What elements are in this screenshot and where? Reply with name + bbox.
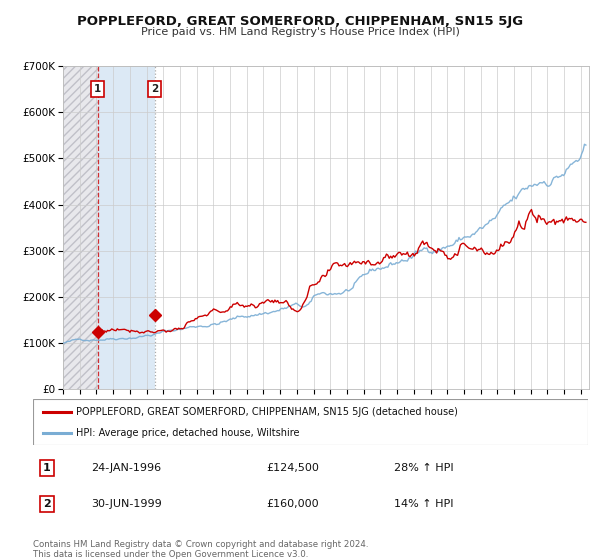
Text: POPPLEFORD, GREAT SOMERFORD, CHIPPENHAM, SN15 5JG: POPPLEFORD, GREAT SOMERFORD, CHIPPENHAM,… — [77, 15, 523, 28]
FancyBboxPatch shape — [33, 399, 588, 445]
Bar — [98, 66, 155, 389]
Text: 28% ↑ HPI: 28% ↑ HPI — [394, 463, 454, 473]
Text: 2: 2 — [43, 499, 51, 509]
Bar — [63, 66, 98, 389]
Text: 24-JAN-1996: 24-JAN-1996 — [91, 463, 161, 473]
Text: Contains HM Land Registry data © Crown copyright and database right 2024.
This d: Contains HM Land Registry data © Crown c… — [33, 540, 368, 559]
Text: POPPLEFORD, GREAT SOMERFORD, CHIPPENHAM, SN15 5JG (detached house): POPPLEFORD, GREAT SOMERFORD, CHIPPENHAM,… — [76, 407, 458, 417]
Text: HPI: Average price, detached house, Wiltshire: HPI: Average price, detached house, Wilt… — [76, 428, 300, 438]
Text: Price paid vs. HM Land Registry's House Price Index (HPI): Price paid vs. HM Land Registry's House … — [140, 27, 460, 37]
Text: £124,500: £124,500 — [266, 463, 319, 473]
Text: £160,000: £160,000 — [266, 499, 319, 509]
Text: 14% ↑ HPI: 14% ↑ HPI — [394, 499, 453, 509]
Text: 30-JUN-1999: 30-JUN-1999 — [91, 499, 162, 509]
Text: 1: 1 — [43, 463, 51, 473]
Bar — [63, 66, 98, 389]
Text: 1: 1 — [94, 84, 101, 94]
Text: 2: 2 — [151, 84, 158, 94]
